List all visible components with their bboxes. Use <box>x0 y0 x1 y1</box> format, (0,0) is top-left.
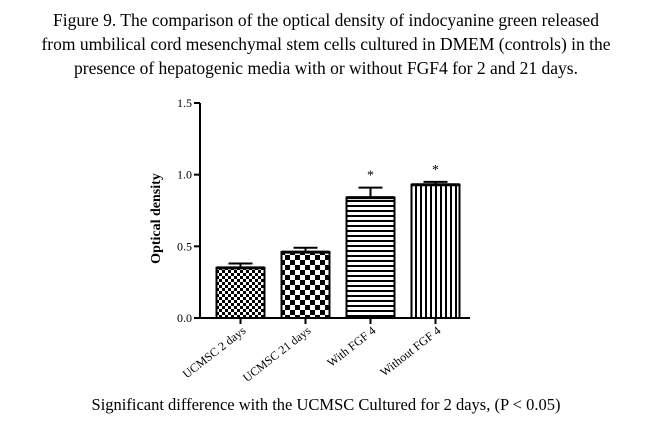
x-tick-label: With FGF 4 <box>324 323 378 369</box>
x-tick-label: UCMSC 21 days <box>240 323 314 385</box>
y-tick-label: 0.5 <box>177 239 192 253</box>
significance-marker: * <box>432 163 439 178</box>
figure-caption: Significant difference with the UCMSC Cu… <box>91 395 561 414</box>
bar <box>410 183 461 319</box>
significance-marker: * <box>367 169 374 184</box>
y-tick-label: 1.0 <box>177 168 192 182</box>
figure-title: Figure 9. The comparison of the optical … <box>0 8 652 80</box>
bar <box>345 196 396 320</box>
x-tick-label: UCMSC 2 days <box>180 323 249 381</box>
y-axis-label: Optical density <box>149 173 164 264</box>
figure-title-line-1: Figure 9. The comparison of the optical … <box>53 10 599 30</box>
figure-title-line-3: presence of hepatogenic media with or wi… <box>74 58 578 78</box>
y-tick-label: 0.0 <box>177 311 192 325</box>
bar <box>215 266 266 320</box>
x-tick-label: Without FGF 4 <box>377 323 443 379</box>
bar <box>280 251 331 319</box>
figure-title-line-2: from umbilical cord mesenchymal stem cel… <box>41 34 611 54</box>
y-tick-label: 1.5 <box>177 96 192 110</box>
